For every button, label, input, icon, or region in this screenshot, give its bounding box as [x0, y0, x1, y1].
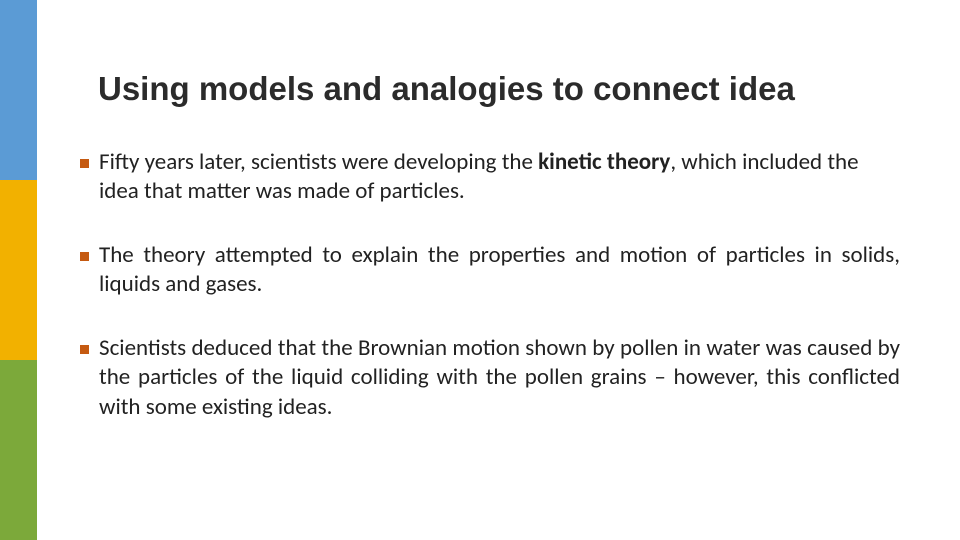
bullet-item: Fifty years later, scientists were devel…: [80, 148, 900, 207]
bullet-text-pre: The theory attempted to explain the prop…: [99, 241, 900, 298]
bullet-text: Scientists deduced that the Brownian mot…: [99, 334, 900, 422]
bullet-item: The theory attempted to explain the prop…: [80, 241, 900, 300]
bullet-square-icon: [80, 252, 89, 261]
bullet-text-pre: Fifty years later, scientists were devel…: [99, 148, 538, 176]
bullet-square-icon: [80, 345, 89, 354]
bullet-text-bold: kinetic theory: [538, 148, 670, 176]
bullet-item: Scientists deduced that the Brownian mot…: [80, 334, 900, 422]
sidebar-segment-blue: [0, 0, 37, 180]
slide-title: Using models and analogies to connect id…: [98, 70, 900, 108]
bullet-text: The theory attempted to explain the prop…: [99, 241, 900, 300]
bullet-text-pre: Scientists deduced that the Brownian mot…: [99, 334, 900, 421]
bullet-square-icon: [80, 159, 89, 168]
bullet-text: Fifty years later, scientists were devel…: [99, 148, 900, 207]
sidebar-segment-green: [0, 360, 37, 540]
sidebar-segment-orange: [0, 180, 37, 360]
bullet-list: Fifty years later, scientists were devel…: [80, 148, 900, 422]
sidebar-color-strip: [0, 0, 37, 540]
slide-content: Using models and analogies to connect id…: [80, 70, 900, 500]
